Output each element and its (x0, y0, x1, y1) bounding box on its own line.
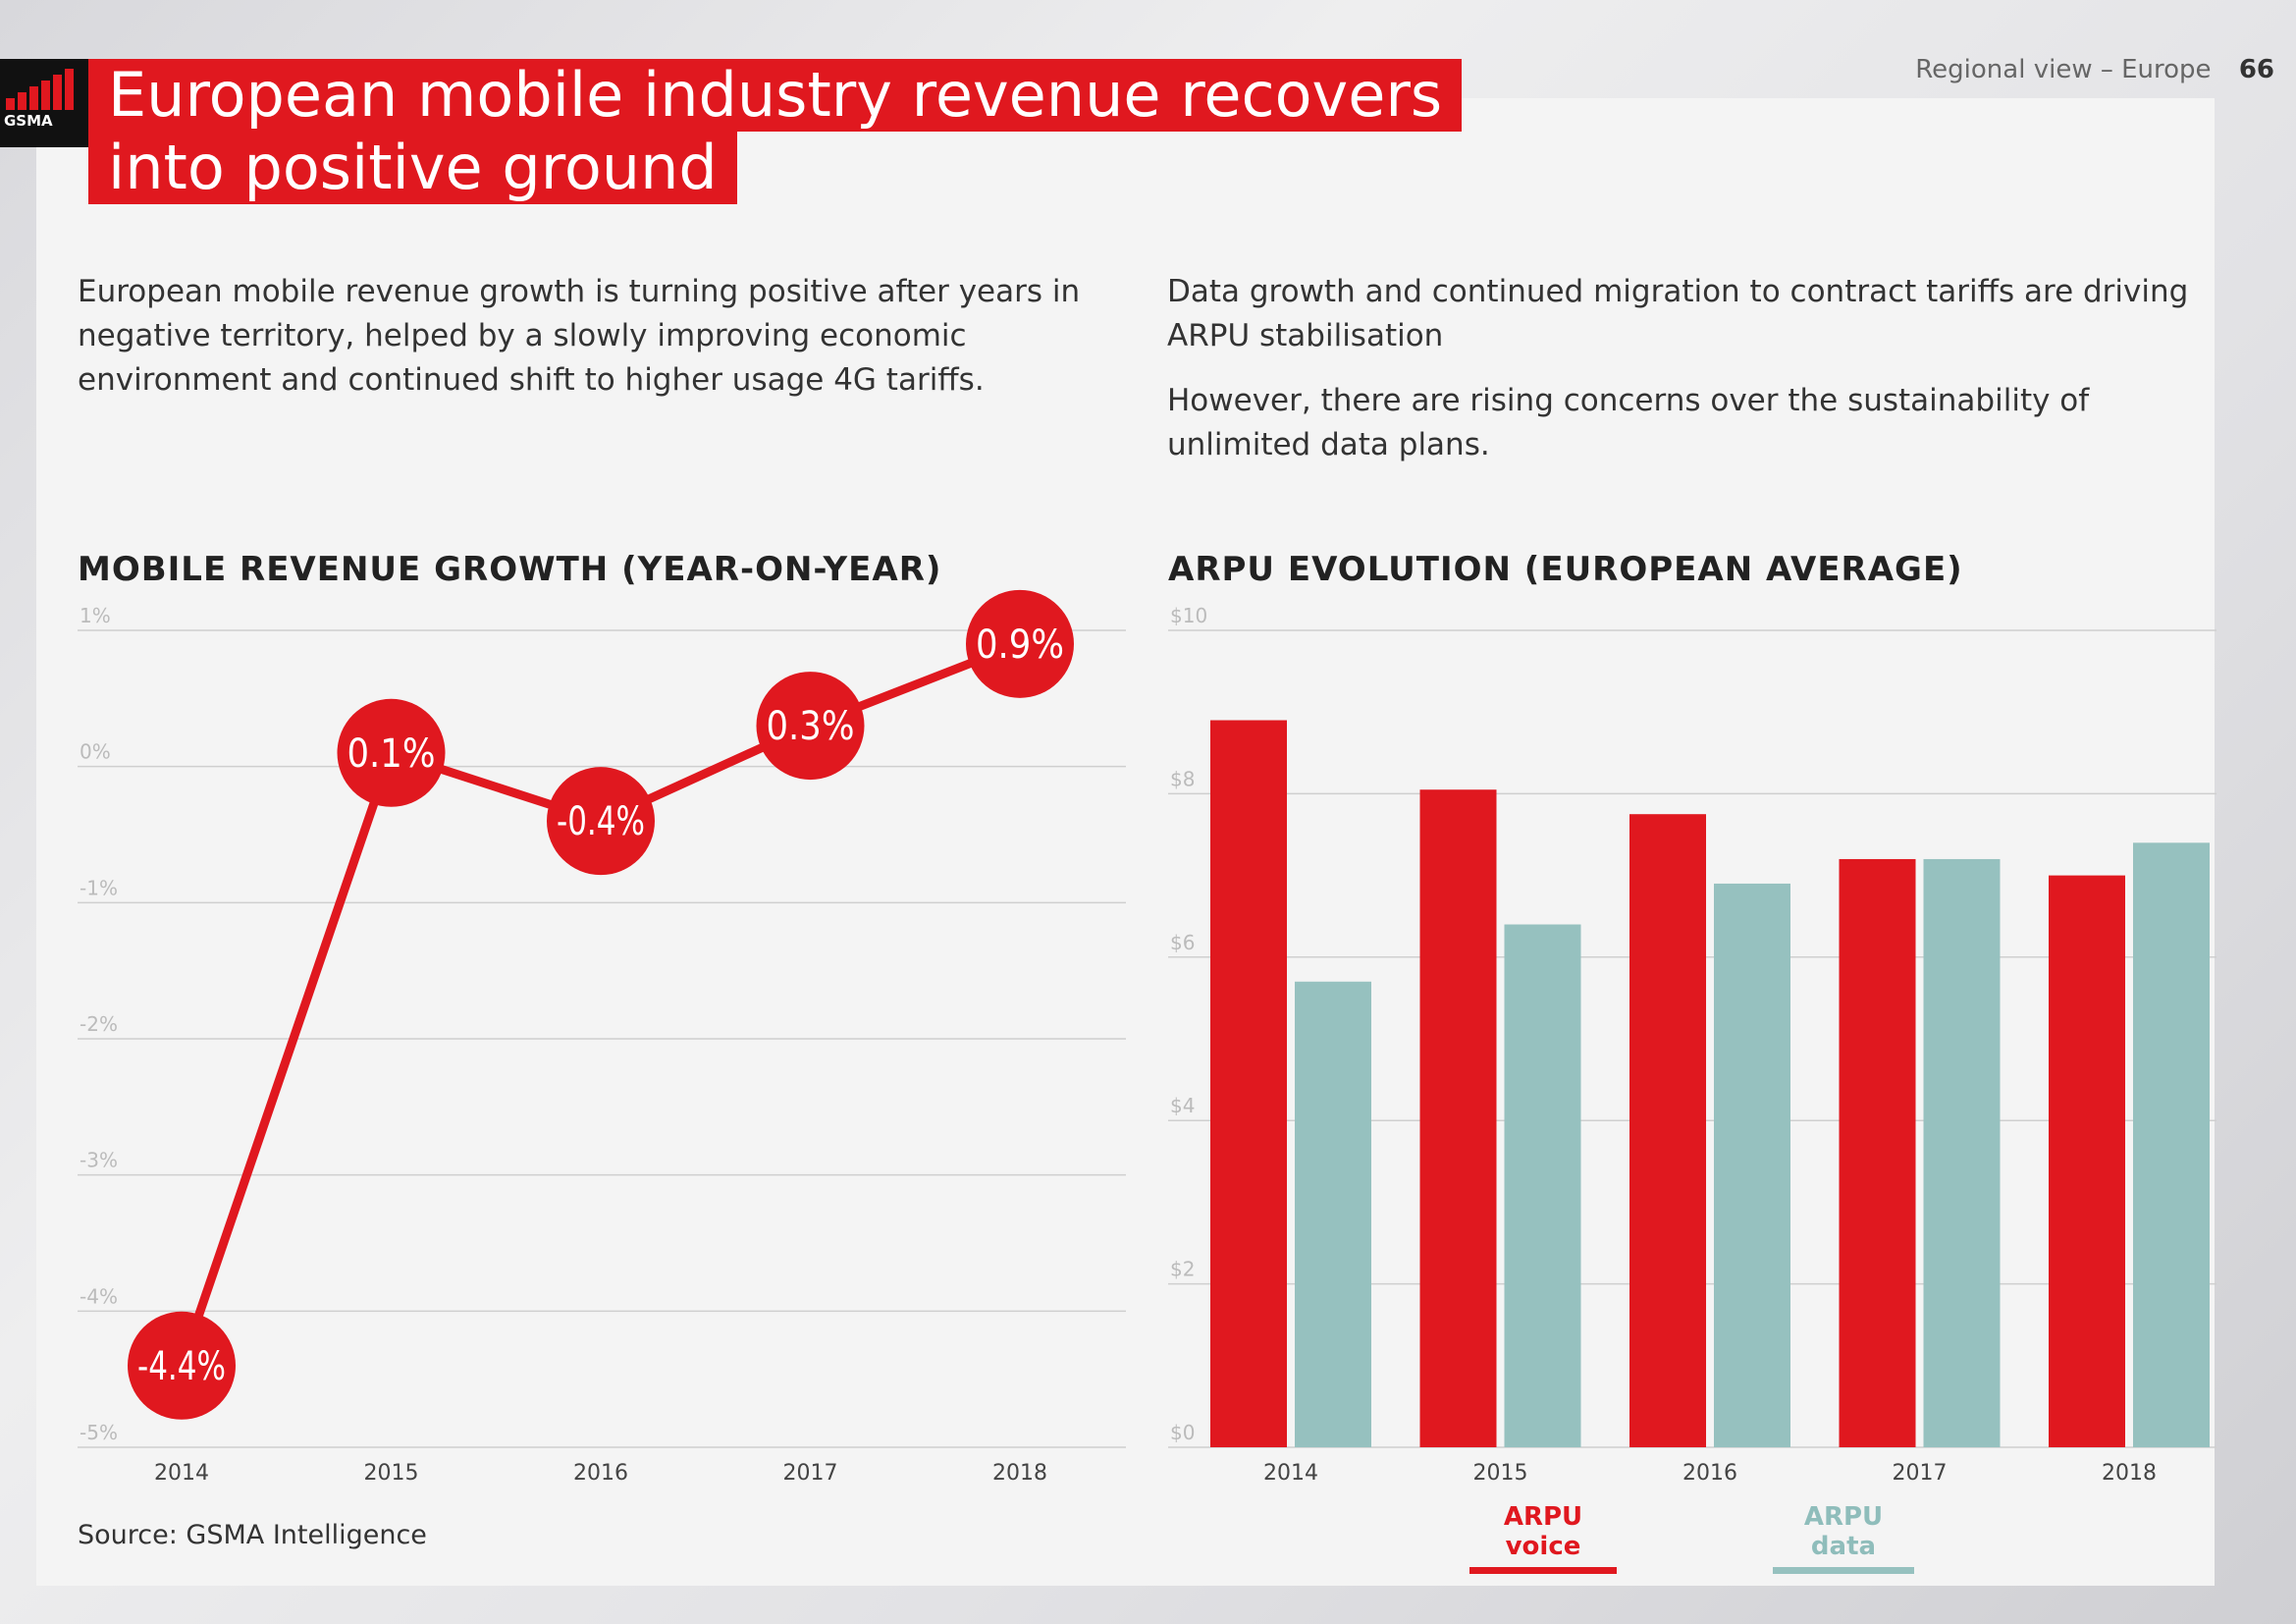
bar-chart-x-tick-label: 2017 (1893, 1461, 1948, 1486)
line-chart-x-tick-label: 2018 (992, 1461, 1047, 1486)
bar-chart-bar-data (1504, 924, 1581, 1447)
legend-arpu-voice: ARPU voice (1469, 1502, 1617, 1574)
logo-text: GSMA (4, 112, 53, 130)
line-chart-point (966, 589, 1074, 698)
legend-arpu-data-label: ARPU data (1803, 1502, 1884, 1561)
page-header-right: Regional view – Europe 66 (1915, 55, 2274, 84)
bar-chart-y-tick-label: $0 (1170, 1421, 1195, 1444)
source-note: Source: GSMA Intelligence (78, 1520, 427, 1550)
bar-chart-y-tick-label: $8 (1170, 767, 1195, 790)
line-chart-data-label: 0.1% (347, 731, 436, 777)
line-chart-y-tick-label: 0% (80, 740, 111, 764)
bar-chart-bar-voice (1629, 814, 1706, 1447)
intro-right-text-1: Data growth and continued migration to c… (1167, 274, 2189, 353)
line-chart-y-tick-label: -2% (80, 1012, 118, 1036)
bar-chart-y-tick-label: $10 (1170, 604, 1207, 627)
intro-left-text: European mobile revenue growth is turnin… (78, 274, 1081, 398)
bar-chart-title: ARPU EVOLUTION (EUROPEAN AVERAGE) (1168, 550, 1963, 589)
line-chart-data-label: -0.4% (557, 799, 645, 844)
bar-chart-bar-voice (1839, 858, 1916, 1447)
bar-chart-y-tick-label: $4 (1170, 1094, 1195, 1117)
bar-chart-bar-data (1295, 981, 1371, 1447)
line-chart-point (128, 1311, 236, 1420)
bar-chart-bar-data (1714, 883, 1790, 1447)
logo-bars-icon (6, 69, 74, 110)
bar-chart-x-tick-label: 2016 (1682, 1461, 1737, 1486)
section-label: Regional view – Europe (1915, 55, 2212, 84)
line-chart-data-label: 0.9% (976, 623, 1064, 668)
line-chart-point (337, 698, 446, 807)
line-chart-point (756, 672, 865, 781)
page-title-line-2: into positive ground (88, 132, 737, 204)
bar-chart-bar-voice (1419, 789, 1497, 1447)
line-chart-x-tick-label: 2014 (154, 1461, 209, 1486)
line-chart-data-label: 0.3% (767, 704, 855, 749)
legend-arpu-data-swatch (1773, 1567, 1914, 1574)
bar-chart-bar-data (1923, 858, 2001, 1447)
bar-chart-bar-voice (2049, 875, 2125, 1447)
line-chart-y-tick-label: -3% (80, 1149, 118, 1172)
line-chart-y-tick-label: -1% (80, 876, 118, 899)
line-chart-x-tick-label: 2016 (573, 1461, 628, 1486)
intro-right-text-2: However, there are rising concerns over … (1167, 383, 2090, 462)
page-title-line-1: European mobile industry revenue recover… (88, 59, 1463, 132)
bar-chart-bar-voice (1210, 720, 1287, 1447)
bar-chart-bar-data (2133, 842, 2210, 1447)
line-chart-x-tick-label: 2017 (783, 1461, 838, 1486)
bar-chart-x-tick-label: 2015 (1473, 1461, 1528, 1486)
line-chart-point (547, 767, 655, 876)
bar-chart-y-tick-label: $6 (1170, 931, 1195, 954)
bar-chart-x-tick-label: 2014 (1263, 1461, 1318, 1486)
legend-arpu-voice-label: ARPU voice (1503, 1502, 1583, 1561)
legend-arpu-voice-swatch (1469, 1567, 1617, 1574)
line-chart-title: MOBILE REVENUE GROWTH (YEAR-ON-YEAR) (78, 550, 942, 589)
line-chart-x-tick-label: 2015 (364, 1461, 419, 1486)
line-chart-data-label: -4.4% (137, 1344, 226, 1389)
line-chart-y-tick-label: -5% (80, 1421, 118, 1444)
bar-chart-x-tick-label: 2018 (2102, 1461, 2157, 1486)
gsma-logo: GSMA (0, 59, 88, 147)
legend-arpu-data: ARPU data (1773, 1502, 1914, 1574)
line-chart-y-tick-label: 1% (80, 604, 111, 627)
bar-chart-y-tick-label: $2 (1170, 1258, 1195, 1281)
line-chart-series-line (177, 639, 1022, 1368)
page-number: 66 (2238, 55, 2274, 84)
line-chart-y-tick-label: -4% (80, 1284, 118, 1308)
